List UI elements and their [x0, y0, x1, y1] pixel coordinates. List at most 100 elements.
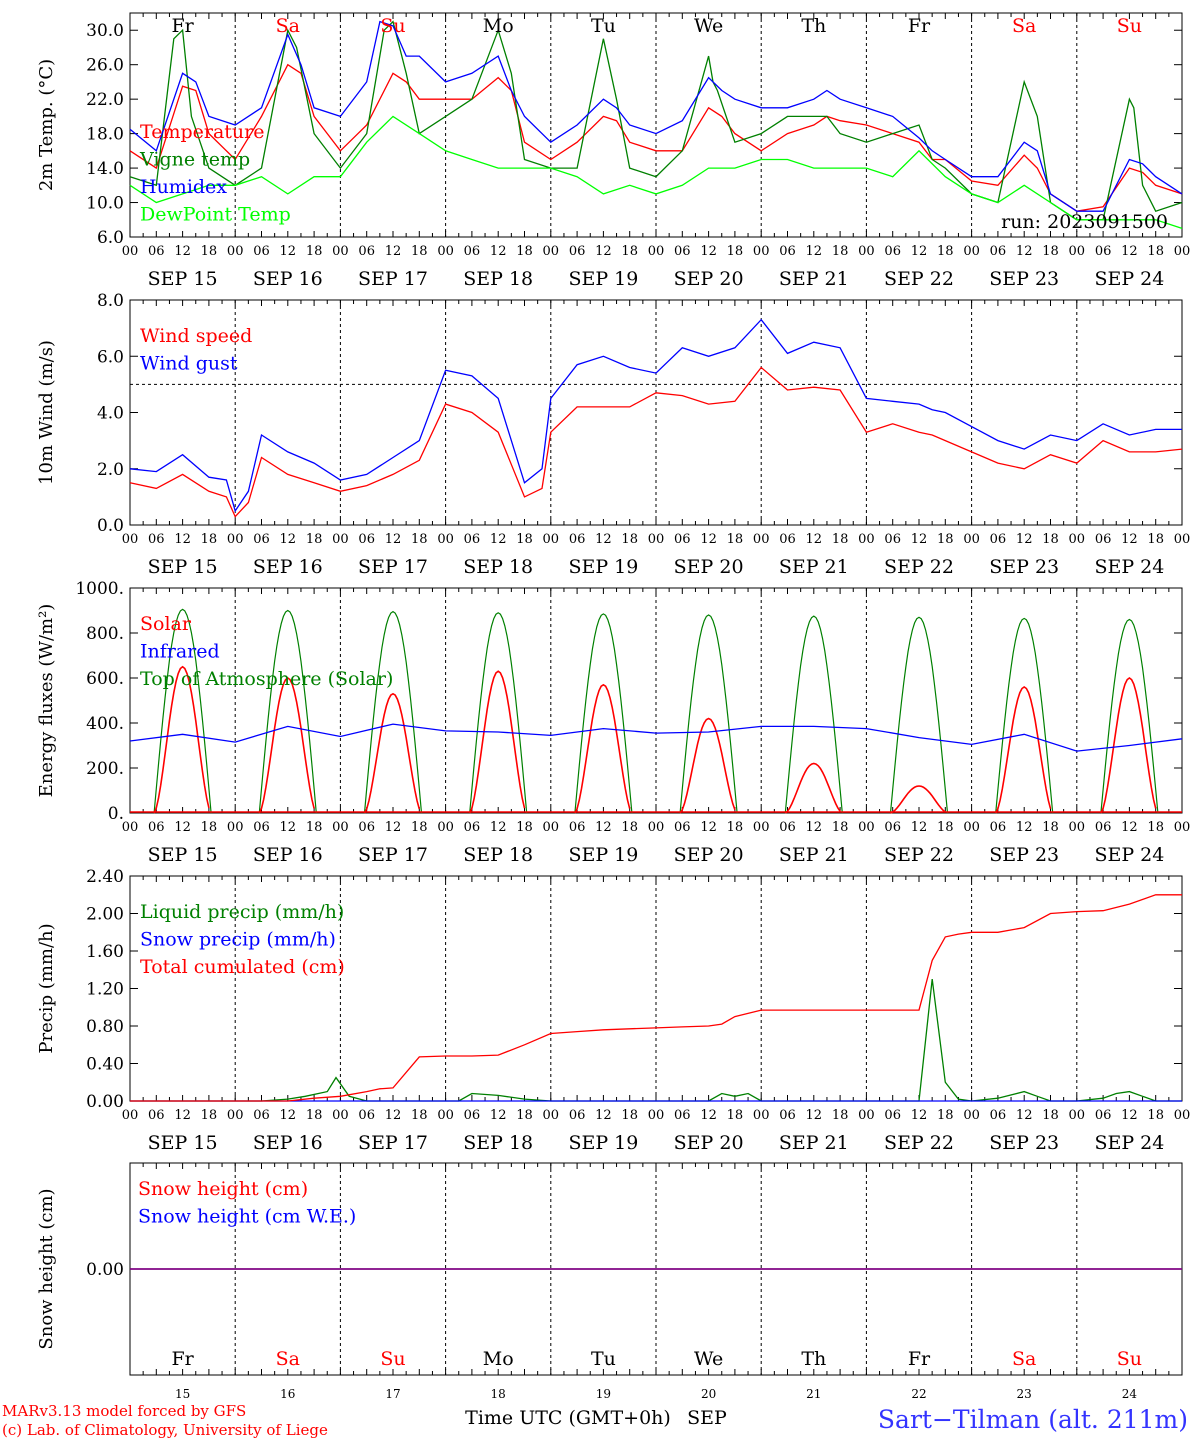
solar-curve: [574, 683, 631, 814]
hour-tick-label: 00: [437, 532, 454, 547]
hour-tick-label: 12: [911, 244, 928, 259]
hour-tick-label: 00: [963, 244, 980, 259]
hour-tick-label: 06: [1095, 820, 1112, 835]
hour-tick-label: 00: [1174, 532, 1191, 547]
date-label: SEP 16: [253, 268, 323, 290]
hour-tick-label: 18: [727, 532, 744, 547]
hour-tick-label: 18: [1147, 532, 1164, 547]
hour-tick-label: 18: [832, 532, 849, 547]
date-label: SEP 20: [674, 1132, 744, 1154]
hour-tick-label: 00: [1069, 244, 1086, 259]
hour-tick-label: 12: [385, 1108, 402, 1123]
legend-entry: Temperature: [140, 121, 264, 143]
hour-tick-label: 12: [490, 244, 507, 259]
hour-tick-label: 12: [1016, 244, 1033, 259]
hour-tick-label: 06: [148, 532, 165, 547]
toa-solar-curve: [784, 615, 843, 814]
hour-tick-label: 18: [832, 1108, 849, 1123]
hour-tick-label: 18: [201, 244, 218, 259]
plot-frame: [129, 587, 1183, 814]
toa-solar-curve: [889, 616, 949, 814]
y-tick-label: 26.0: [86, 56, 124, 76]
hour-tick-label: 00: [858, 532, 875, 547]
hour-tick-label: 12: [1121, 820, 1138, 835]
y-tick-label: 0.00: [86, 1092, 124, 1112]
hour-tick-label: 06: [358, 244, 375, 259]
hour-tick-label: 18: [201, 820, 218, 835]
hour-tick-label: 00: [648, 244, 665, 259]
date-label: SEP 22: [884, 844, 954, 866]
day-number-label: 17: [385, 1387, 400, 1401]
hour-tick-label: 12: [1016, 1108, 1033, 1123]
hour-tick-label: 12: [700, 820, 717, 835]
toa-solar-curve: [679, 614, 738, 814]
weekday-label: Sa: [276, 15, 300, 37]
y-tick-label: 600.: [86, 669, 124, 689]
date-label: SEP 23: [989, 556, 1059, 578]
hour-tick-label: 12: [280, 244, 297, 259]
y-tick-label: 2.40: [86, 867, 124, 887]
date-label: SEP 20: [674, 268, 744, 290]
hour-tick-label: 12: [700, 532, 717, 547]
weekday-label: Th: [801, 1348, 826, 1370]
hour-tick-label: 06: [1095, 244, 1112, 259]
panel-2: 8.0 6.0 4.0 2.0 0.0 10m Wind (m/s) Wind speed W…: [36, 291, 1190, 578]
panel-1: 30.0 26.0 22.0 18.0 14.0 10.0 6.0 2m Temp. (°C)…: [36, 12, 1190, 290]
hour-tick-label: 06: [884, 1108, 901, 1123]
hour-tick-label: 18: [306, 1108, 323, 1123]
hour-tick-label: 18: [411, 1108, 428, 1123]
wind-speed-line: [129, 366, 1183, 518]
hour-tick-label: 18: [411, 532, 428, 547]
hour-tick-label: 12: [595, 244, 612, 259]
hour-tick-label: 06: [990, 532, 1007, 547]
hour-tick-label: 06: [253, 1108, 270, 1123]
wind-gust-line: [129, 318, 1182, 513]
hour-tick-label: 00: [437, 1108, 454, 1123]
x-axis-label: Time UTC (GMT+0h): [465, 1407, 671, 1429]
hour-tick-label: 06: [148, 820, 165, 835]
y-tick-label: 6.0: [97, 347, 124, 367]
hour-tick-label: 12: [1121, 244, 1138, 259]
credit-line-2: (c) Lab. of Climatology, University of L…: [2, 1421, 328, 1439]
hour-tick-label: 06: [779, 244, 796, 259]
weekday-label: Su: [1117, 1348, 1142, 1370]
date-label: SEP 19: [568, 1132, 638, 1154]
hour-tick-label: 18: [621, 1108, 638, 1123]
weekday-label: We: [694, 1348, 723, 1370]
hour-tick-label: 00: [648, 1108, 665, 1123]
date-label: SEP 15: [148, 844, 218, 866]
infrared-line: [129, 723, 1183, 752]
plot-frame: [129, 299, 1183, 526]
hour-tick-label: 00: [753, 532, 770, 547]
y-tick-label: 0.0: [97, 516, 124, 536]
weekday-label: Sa: [1012, 1348, 1036, 1370]
weekday-label: Fr: [908, 1348, 931, 1370]
y-axis-label: 10m Wind (m/s): [36, 340, 57, 485]
hour-tick-label: 12: [1016, 820, 1033, 835]
hour-tick-label: 06: [569, 244, 586, 259]
hour-tick-label: 06: [674, 1108, 691, 1123]
panel-3: 1000. 800. 600. 400. 200. 0. Energy fluxes (W/…: [36, 579, 1190, 866]
station-label: Sart−Tilman (alt. 211m): [878, 1405, 1188, 1434]
hour-tick-label: 18: [201, 1108, 218, 1123]
hour-tick-label: 18: [516, 244, 533, 259]
legend-entry: Solar: [140, 613, 192, 635]
legend-entry: Humidex: [140, 176, 227, 198]
hour-tick-label: 06: [779, 1108, 796, 1123]
hour-tick-label: 18: [1147, 244, 1164, 259]
hour-tick-label: 00: [1174, 820, 1191, 835]
hour-tick-label: 00: [1069, 532, 1086, 547]
day-number-label: 22: [911, 1387, 926, 1401]
hour-tick-label: 12: [806, 1108, 823, 1123]
hour-tick-label: 06: [148, 1108, 165, 1123]
y-tick-label: 10.0: [86, 194, 124, 214]
hour-tick-label: 06: [990, 820, 1007, 835]
legend-entry: Snow precip (mm/h): [140, 929, 336, 951]
date-label: SEP 24: [1094, 268, 1164, 290]
day-number-label: 21: [806, 1387, 821, 1401]
date-label: SEP 19: [568, 844, 638, 866]
hour-tick-label: 06: [464, 1108, 481, 1123]
hour-tick-label: 18: [937, 1108, 954, 1123]
hour-tick-label: 06: [779, 820, 796, 835]
hour-tick-label: 12: [806, 532, 823, 547]
